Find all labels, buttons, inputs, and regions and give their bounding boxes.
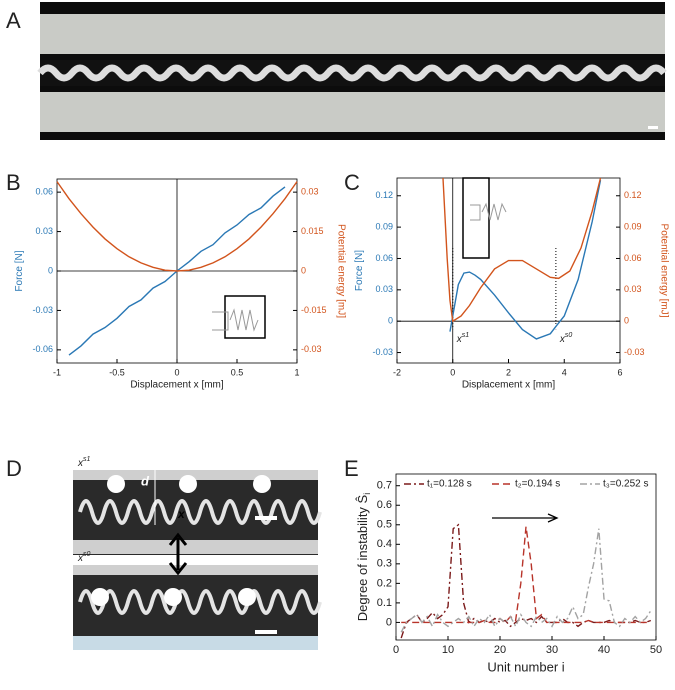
y-axis-label: Force [N] (14, 250, 25, 291)
y-axis-label: Force [N] (354, 250, 365, 291)
y-tick-label: 0.3 (377, 558, 392, 570)
annotation-sup: s1 (462, 332, 470, 339)
y2-tick-label: 0.06 (624, 253, 642, 263)
series-line (400, 528, 652, 633)
y2-tick-label: -0.015 (301, 305, 327, 315)
y-tick-label: 0 (48, 265, 53, 275)
y-tick-label: -0.06 (32, 344, 53, 354)
annotation: xs1 (456, 332, 470, 345)
y2-tick-label: 0.03 (624, 284, 642, 294)
x-tick-label: 0 (393, 644, 399, 656)
x-tick-label: 2 (506, 367, 511, 377)
legend-label: t₃=0.252 s (603, 479, 649, 490)
photo-label-sup: s0 (83, 551, 91, 558)
annotation-base: x (456, 334, 463, 345)
photo-a (37, 2, 667, 140)
x-tick-label: 1 (294, 367, 299, 377)
photo-label: xs1 (77, 456, 91, 469)
y-tick-label: -0.03 (372, 347, 393, 357)
x-tick-label: 40 (598, 644, 610, 656)
legend-label: t₁=0.128 s (427, 479, 472, 490)
photo-label-sup: s1 (83, 456, 91, 463)
x-tick-label: 0 (174, 367, 179, 377)
y2-tick-label: 0 (301, 265, 306, 275)
y-tick-label: 0 (386, 616, 392, 628)
y2-tick-label: 0 (624, 316, 629, 326)
photo-d (73, 432, 322, 650)
y-axis-label-text: Degree of instability Ŝ (355, 494, 370, 621)
x-tick-label: 50 (650, 644, 662, 656)
x-axis-label: Unit number i (487, 659, 564, 674)
y2-tick-label: 0.03 (301, 187, 319, 197)
x-axis-label: Displacement x [mm] (462, 380, 556, 391)
x-tick-label: -1 (53, 367, 61, 377)
y-axis-label-text: Force [N] (14, 250, 25, 291)
annotation-base: x (559, 334, 566, 345)
y-tick-label: 0.4 (377, 538, 392, 550)
y-axis-label-text: Force [N] (354, 250, 365, 291)
photo-label: L (188, 441, 196, 456)
x-tick-label: 0.5 (231, 367, 244, 377)
y-axis-label-sub: i (362, 493, 372, 495)
x-axis-label: Displacement x [mm] (130, 380, 224, 391)
annotation: xs0 (559, 332, 573, 345)
y-tick-label: 0.2 (377, 577, 392, 589)
x-tick-label: 30 (546, 644, 558, 656)
y-tick-label: 0.06 (35, 187, 53, 197)
photo-label: d (141, 473, 150, 488)
series-line (401, 526, 651, 624)
series-line (449, 179, 602, 340)
y-tick-label: 0.1 (377, 597, 392, 609)
panel-label: A (6, 8, 21, 33)
x-tick-label: 4 (562, 367, 567, 377)
panel-label: D (6, 456, 22, 481)
series-line (442, 177, 602, 323)
y-tick-label: 0.03 (375, 284, 393, 294)
y2-axis-label: Potential energy [mJ] (658, 224, 669, 318)
y-tick-label: 0.7 (377, 480, 392, 492)
photo-label-base: x (77, 458, 84, 469)
panel-label: C (344, 170, 360, 195)
y2-tick-label: 0.12 (624, 190, 642, 200)
photo-label: x (177, 507, 186, 521)
y-axis-label: Degree of instability Ŝi (355, 493, 372, 621)
x-tick-label: 10 (442, 644, 454, 656)
x-tick-label: 0 (450, 367, 455, 377)
series-line (400, 523, 652, 639)
y2-tick-label: -0.03 (624, 347, 645, 357)
photo-label-base: x (77, 553, 84, 564)
y2-axis-label: Potential energy [mJ] (335, 224, 346, 318)
y2-tick-label: -0.03 (301, 344, 322, 354)
y-tick-label: 0.6 (377, 499, 392, 511)
plot-frame (396, 177, 621, 364)
legend-label: t₂=0.194 s (515, 479, 560, 490)
y2-tick-label: 0.015 (301, 226, 324, 236)
y-tick-label: 0.5 (377, 519, 392, 531)
panel-label: E (344, 456, 359, 481)
x-tick-label: 6 (617, 367, 622, 377)
arrow (492, 513, 559, 523)
y-tick-label: 0.06 (375, 253, 393, 263)
panel-label: B (6, 170, 21, 195)
x-tick-label: -2 (393, 367, 401, 377)
series-line (56, 181, 298, 272)
y-tick-label: -0.03 (32, 305, 53, 315)
y-tick-label: 0.03 (35, 226, 53, 236)
x-tick-label: -0.5 (109, 367, 125, 377)
y2-tick-label: 0.09 (624, 221, 642, 231)
annotation-sup: s0 (565, 332, 573, 339)
y-tick-label: 0 (388, 316, 393, 326)
y-tick-label: 0.09 (375, 221, 393, 231)
photo-label: xs0 (77, 551, 91, 564)
x-tick-label: 20 (494, 644, 506, 656)
plot-frame (395, 473, 657, 641)
y-tick-label: 0.12 (375, 190, 393, 200)
